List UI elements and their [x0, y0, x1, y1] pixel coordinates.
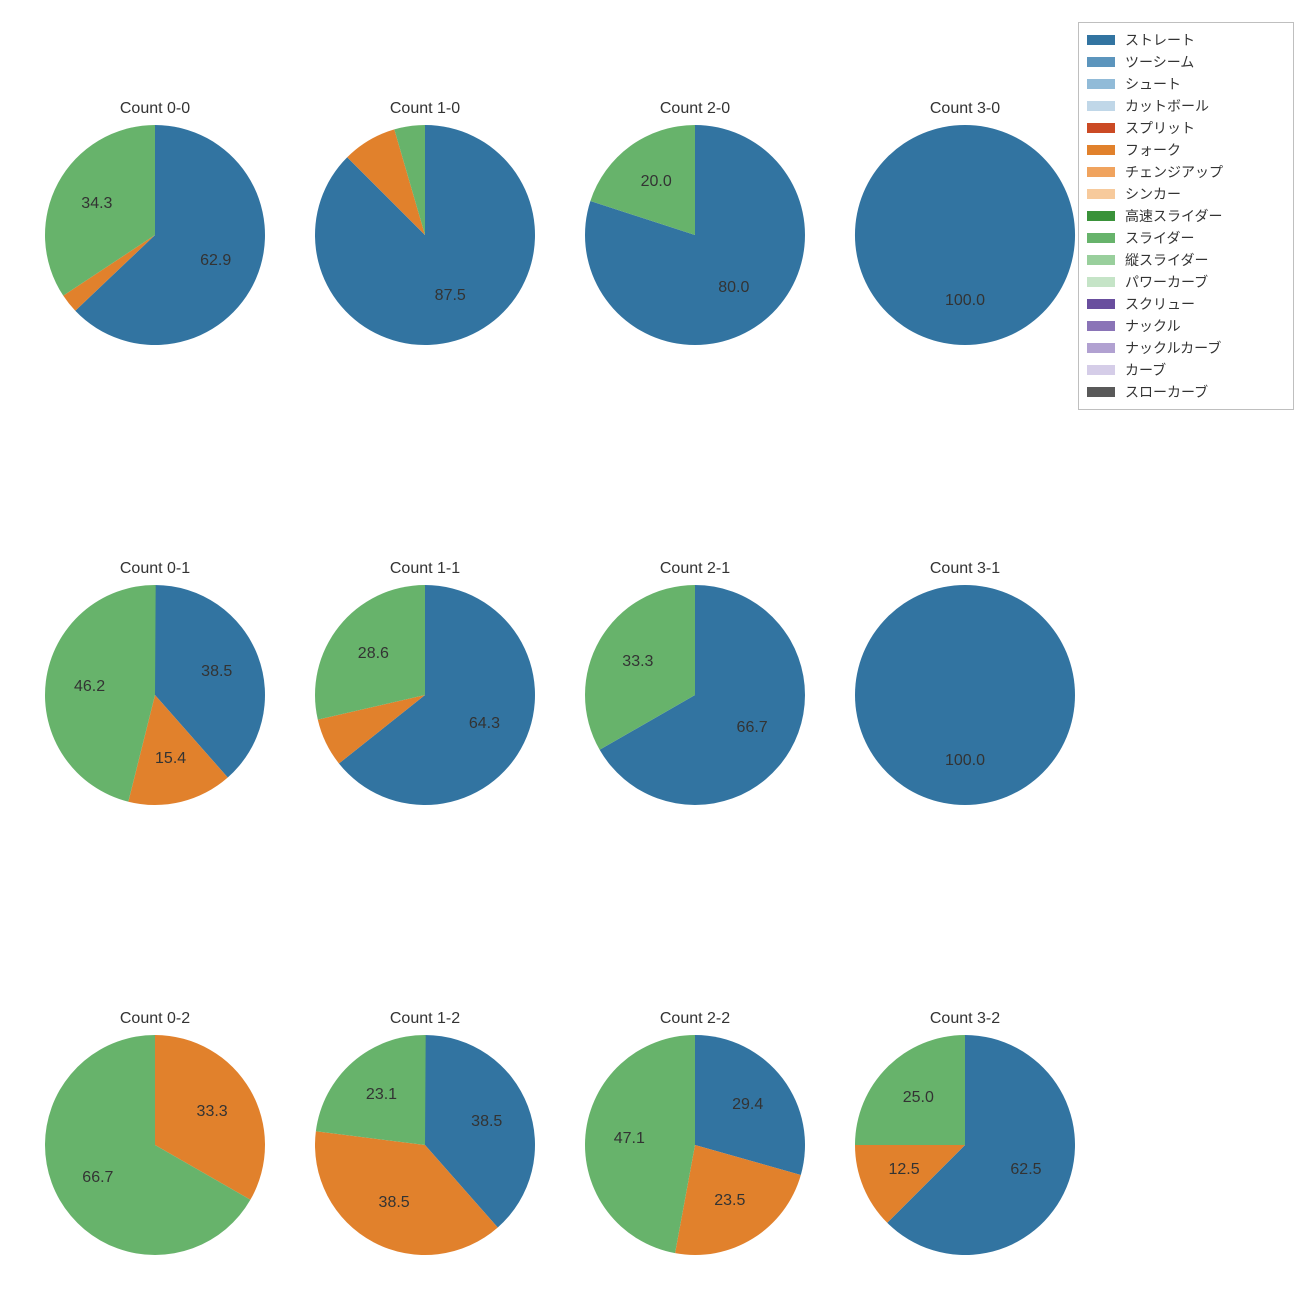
legend-item: シュート [1087, 73, 1285, 95]
legend-item: チェンジアップ [1087, 161, 1285, 183]
pie-title: Count 0-1 [45, 560, 265, 578]
legend-swatch [1087, 57, 1115, 67]
legend-label: フォーク [1125, 140, 1181, 160]
pie-title: Count 3-0 [855, 100, 1075, 118]
legend-item: パワーカーブ [1087, 271, 1285, 293]
legend-item: 高速スライダー [1087, 205, 1285, 227]
pie-title: Count 2-2 [585, 1010, 805, 1028]
pie-slice-label: 38.5 [379, 1194, 410, 1212]
legend-swatch [1087, 233, 1115, 243]
legend-item: シンカー [1087, 183, 1285, 205]
legend: ストレートツーシームシュートカットボールスプリットフォークチェンジアップシンカー… [1078, 22, 1294, 410]
pie-title: Count 0-2 [45, 1010, 265, 1028]
chart-stage: 62.9 34.3 Count 0-0 87.5 Count 1-0 80.0 20.0 Co… [0, 0, 1300, 1300]
legend-swatch [1087, 255, 1115, 265]
pie-slice-label: 62.9 [200, 252, 231, 270]
pie-slice-label: 80.0 [718, 279, 749, 297]
legend-label: シュート [1125, 74, 1181, 94]
pie-slice-label: 29.4 [732, 1096, 763, 1114]
legend-label: スローカーブ [1125, 382, 1208, 402]
legend-item: ナックルカーブ [1087, 337, 1285, 359]
legend-label: スプリット [1125, 118, 1195, 138]
legend-item: スライダー [1087, 227, 1285, 249]
legend-swatch [1087, 343, 1115, 353]
pie-title: Count 2-0 [585, 100, 805, 118]
pie-title: Count 1-1 [315, 560, 535, 578]
pie-slice-label: 66.7 [82, 1169, 113, 1187]
legend-item: スローカーブ [1087, 381, 1285, 403]
legend-label: ツーシーム [1125, 52, 1194, 72]
legend-label: カットボール [1125, 96, 1209, 116]
pie-slice-label: 20.0 [641, 173, 672, 191]
legend-label: パワーカーブ [1125, 272, 1208, 292]
legend-label: カーブ [1125, 360, 1166, 380]
pie-slice-label: 47.1 [614, 1130, 645, 1148]
legend-label: スクリュー [1125, 294, 1195, 314]
legend-swatch [1087, 145, 1115, 155]
pie-title: Count 1-0 [315, 100, 535, 118]
legend-item: ストレート [1087, 29, 1285, 51]
pie-slice-label: 34.3 [81, 195, 112, 213]
pie-slice-label: 38.5 [471, 1113, 502, 1131]
legend-swatch [1087, 79, 1115, 89]
legend-swatch [1087, 167, 1115, 177]
pie-slice-straight [855, 585, 1075, 805]
pie-title: Count 0-0 [45, 100, 265, 118]
legend-label: スライダー [1125, 228, 1194, 248]
pie-slice-label: 64.3 [469, 715, 500, 733]
pie-title: Count 2-1 [585, 560, 805, 578]
pie-title: Count 3-1 [855, 560, 1075, 578]
pie-slice-label: 87.5 [435, 287, 466, 305]
pie-slice-label: 23.5 [714, 1192, 745, 1210]
legend-item: カットボール [1087, 95, 1285, 117]
legend-label: チェンジアップ [1125, 162, 1223, 182]
pie-slice-label: 25.0 [903, 1089, 934, 1107]
pie-slice-label: 33.3 [197, 1103, 228, 1121]
pie-title: Count 1-2 [315, 1010, 535, 1028]
legend-label: シンカー [1125, 184, 1181, 204]
legend-swatch [1087, 35, 1115, 45]
pie-slice-label: 46.2 [74, 678, 105, 696]
legend-swatch [1087, 189, 1115, 199]
legend-swatch [1087, 123, 1115, 133]
legend-item: スクリュー [1087, 293, 1285, 315]
legend-item: フォーク [1087, 139, 1285, 161]
pie-slice-label: 12.5 [888, 1161, 919, 1179]
pie-slice-label: 28.6 [358, 645, 389, 663]
legend-swatch [1087, 101, 1115, 111]
legend-swatch [1087, 365, 1115, 375]
legend-label: 縦スライダー [1125, 250, 1208, 270]
legend-item: ツーシーム [1087, 51, 1285, 73]
legend-label: ナックルカーブ [1125, 338, 1221, 358]
legend-item: 縦スライダー [1087, 249, 1285, 271]
pie-slice-label: 62.5 [1010, 1161, 1041, 1179]
pie-slice-label: 33.3 [622, 653, 653, 671]
legend-swatch [1087, 387, 1115, 397]
legend-swatch [1087, 277, 1115, 287]
legend-swatch [1087, 299, 1115, 309]
legend-item: ナックル [1087, 315, 1285, 337]
pie-slice-label: 100.0 [945, 752, 985, 770]
pie-slice-straight [855, 125, 1075, 345]
legend-item: カーブ [1087, 359, 1285, 381]
pie-slice-label: 23.1 [366, 1086, 397, 1104]
legend-label: ナックル [1125, 316, 1181, 336]
legend-label: ストレート [1125, 30, 1195, 50]
legend-item: スプリット [1087, 117, 1285, 139]
legend-swatch [1087, 211, 1115, 221]
pie-slice-label: 100.0 [945, 292, 985, 310]
pie-slice-label: 38.5 [201, 663, 232, 681]
pie-title: Count 3-2 [855, 1010, 1075, 1028]
pie-slice-label: 66.7 [737, 719, 768, 737]
pie-slice-label: 15.4 [155, 750, 186, 768]
legend-swatch [1087, 321, 1115, 331]
legend-label: 高速スライダー [1125, 206, 1222, 226]
